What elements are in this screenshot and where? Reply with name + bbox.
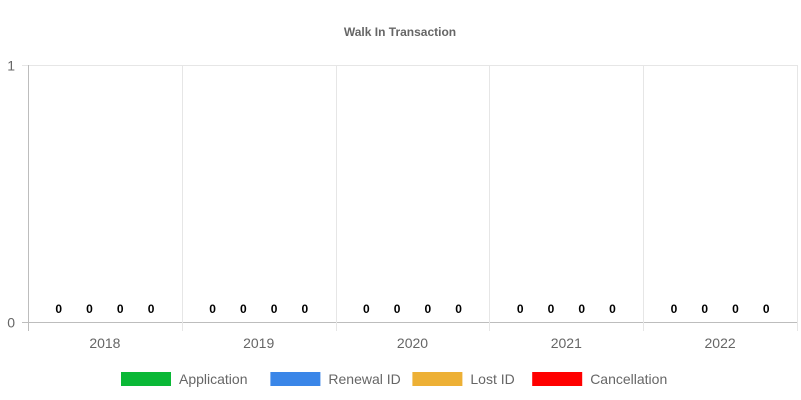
data-label: 0 xyxy=(209,302,216,316)
x-tick-label: 2022 xyxy=(705,335,736,351)
y-tick-label: 1 xyxy=(7,58,15,74)
legend-item[interactable]: Renewal ID xyxy=(270,371,401,387)
data-labels: 0 0 0 0 0 0 0 0 0 0 0 0 0 0 0 0 0 0 0 0 xyxy=(55,302,769,316)
legend-swatch xyxy=(412,372,463,386)
data-label: 0 xyxy=(701,302,708,316)
legend-swatch xyxy=(121,372,171,386)
y-tick-label: 0 xyxy=(7,315,15,331)
data-label: 0 xyxy=(363,302,370,316)
data-label: 0 xyxy=(271,302,278,316)
data-label: 0 xyxy=(86,302,93,316)
data-label: 0 xyxy=(55,302,62,316)
data-label: 0 xyxy=(148,302,155,316)
legend-label: Application xyxy=(179,371,248,387)
data-label: 0 xyxy=(117,302,124,316)
legend-item[interactable]: Application xyxy=(121,371,248,387)
data-label: 0 xyxy=(609,302,616,316)
legend-label: Renewal ID xyxy=(328,371,400,387)
legend-swatch xyxy=(532,372,583,386)
legend-label: Cancellation xyxy=(590,371,667,387)
data-label: 0 xyxy=(425,302,432,316)
data-label: 0 xyxy=(455,302,462,316)
grid-lines xyxy=(22,65,798,331)
legend-item[interactable]: Lost ID xyxy=(412,371,515,387)
data-label: 0 xyxy=(763,302,770,316)
chart-title: Walk In Transaction xyxy=(344,25,456,39)
data-label: 0 xyxy=(240,302,247,316)
x-tick-label: 2019 xyxy=(243,335,274,351)
data-label: 0 xyxy=(732,302,739,316)
x-tick-label: 2020 xyxy=(397,335,428,351)
data-label: 0 xyxy=(548,302,555,316)
data-label: 0 xyxy=(394,302,401,316)
legend-label: Lost ID xyxy=(470,371,514,387)
data-label: 0 xyxy=(578,302,585,316)
data-label: 0 xyxy=(301,302,308,316)
axes: 0 1 2018 2019 2020 2021 2022 xyxy=(7,58,736,352)
x-tick-label: 2018 xyxy=(89,335,120,351)
legend-swatch xyxy=(270,372,321,386)
legend[interactable]: Application Renewal ID Lost ID Cancellation xyxy=(121,371,667,387)
x-tick-label: 2021 xyxy=(551,335,582,351)
data-label: 0 xyxy=(671,302,678,316)
data-label: 0 xyxy=(517,302,524,316)
legend-item[interactable]: Cancellation xyxy=(532,371,667,387)
